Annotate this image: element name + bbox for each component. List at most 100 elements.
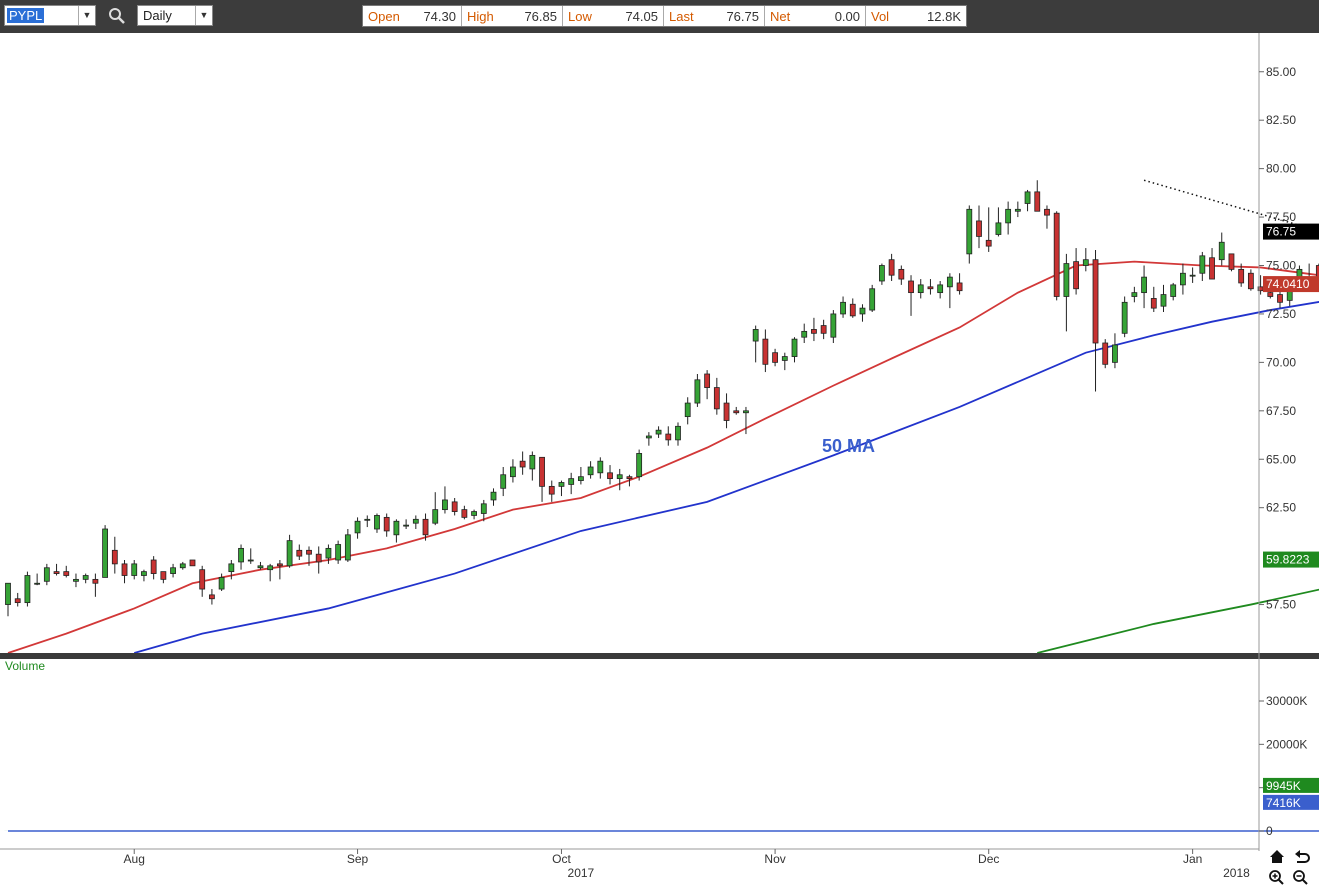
candle xyxy=(840,296,846,318)
price-badge-bg xyxy=(1263,223,1319,240)
candle xyxy=(442,486,448,514)
candle xyxy=(791,337,798,363)
y-tick-label: 62.50 xyxy=(1266,501,1296,515)
candle xyxy=(888,253,895,281)
candle xyxy=(675,422,681,446)
candle-body xyxy=(519,460,526,468)
candle xyxy=(645,432,652,446)
zoom-out-icon[interactable] xyxy=(1293,870,1308,885)
quote-net: Net 0.00 xyxy=(765,6,866,26)
candle-body xyxy=(1121,301,1128,334)
candle xyxy=(451,498,458,516)
candle xyxy=(160,571,167,584)
candle-body xyxy=(898,268,905,280)
undo-icon[interactable] xyxy=(1295,850,1310,863)
candle-body xyxy=(577,476,584,481)
candle-body xyxy=(189,559,196,567)
candle xyxy=(869,284,876,312)
price-badge: 59.8223 xyxy=(1263,551,1319,568)
quote-value: 76.75 xyxy=(726,8,759,24)
volume-badge: 9945K xyxy=(1263,777,1319,793)
candle-body xyxy=(63,571,70,576)
candle xyxy=(228,560,235,580)
candle-body xyxy=(762,338,769,365)
candle-body xyxy=(840,301,846,315)
candle xyxy=(111,536,118,574)
axes: 57.50 62.50 65.00 67.50 70.00 72.50 75.00 77.50… xyxy=(0,33,1319,880)
candle-body xyxy=(432,509,439,524)
candle-body xyxy=(422,518,429,536)
candle xyxy=(587,461,594,479)
candle xyxy=(276,560,283,580)
candle-body xyxy=(966,208,973,255)
candle xyxy=(1238,263,1245,287)
chevron-down-icon[interactable]: ▼ xyxy=(78,6,95,25)
price-badge: 76.75 xyxy=(1263,223,1319,240)
candle xyxy=(607,465,613,485)
quote-label: Vol xyxy=(871,8,890,24)
candle xyxy=(286,534,293,568)
zoom-in-icon[interactable] xyxy=(1269,870,1284,885)
candle xyxy=(626,474,633,487)
candle-body xyxy=(228,563,235,573)
candle-body xyxy=(1160,294,1167,307)
candle-body xyxy=(946,276,953,288)
candle-body xyxy=(1073,261,1079,290)
candle-body xyxy=(451,501,458,512)
stock-chart[interactable]: 57.50 62.50 65.00 67.50 70.00 72.50 75.00 77.50… xyxy=(0,33,1319,888)
candle-body xyxy=(733,410,740,414)
candle-body xyxy=(1063,263,1070,297)
candle-body xyxy=(209,594,215,600)
candle xyxy=(908,275,914,316)
ma-line xyxy=(1037,588,1319,654)
candle xyxy=(1189,267,1196,283)
candle-body xyxy=(471,511,477,516)
symbol-input[interactable]: PYPL ▼ xyxy=(4,5,96,26)
price-badge-bg xyxy=(1263,276,1319,293)
candle xyxy=(1073,248,1079,295)
chevron-down-icon[interactable]: ▼ xyxy=(195,6,212,25)
candle xyxy=(539,456,545,502)
candle-body xyxy=(626,476,633,480)
candle xyxy=(1063,253,1070,332)
candle-body xyxy=(568,478,575,485)
candle xyxy=(306,546,312,566)
x-tick-label: Oct xyxy=(552,852,571,866)
candle xyxy=(704,370,711,400)
candle-body xyxy=(879,265,885,282)
volume-badge-bg xyxy=(1263,777,1319,793)
candle-body xyxy=(1014,208,1021,212)
candle xyxy=(927,279,934,295)
symbol-text: PYPL xyxy=(7,8,45,23)
candle-body xyxy=(43,567,50,582)
candle xyxy=(189,559,196,567)
candle-body xyxy=(354,520,361,534)
candle-body xyxy=(218,577,225,590)
candle xyxy=(752,325,759,363)
candle xyxy=(238,544,244,570)
candle-body xyxy=(655,429,662,435)
price-badge-text: 76.75 xyxy=(1266,225,1296,239)
candle-body xyxy=(238,547,244,563)
candle-body xyxy=(442,499,448,511)
candle-body xyxy=(859,307,866,315)
candle xyxy=(713,377,720,415)
candle xyxy=(597,457,604,479)
price-badge: 74.0410 xyxy=(1263,276,1319,293)
x-year-label: 2018 xyxy=(1223,866,1250,880)
candle-body xyxy=(713,387,720,410)
period-select[interactable]: Daily ▼ xyxy=(137,5,213,26)
candle-body xyxy=(92,578,99,584)
candle xyxy=(1053,211,1060,301)
home-icon[interactable] xyxy=(1270,850,1284,863)
candle-body xyxy=(150,559,157,574)
candle-body xyxy=(490,491,497,501)
candle xyxy=(859,304,866,322)
toolbar: PYPL ▼ Daily ▼ Open 74.30 High 76.85 Low… xyxy=(0,0,1319,33)
candle-body xyxy=(888,259,895,276)
candle-body xyxy=(704,373,711,388)
candle xyxy=(393,519,400,543)
candle xyxy=(1247,269,1254,291)
search-icon[interactable] xyxy=(108,7,126,25)
x-tick-label: Jan xyxy=(1183,852,1202,866)
